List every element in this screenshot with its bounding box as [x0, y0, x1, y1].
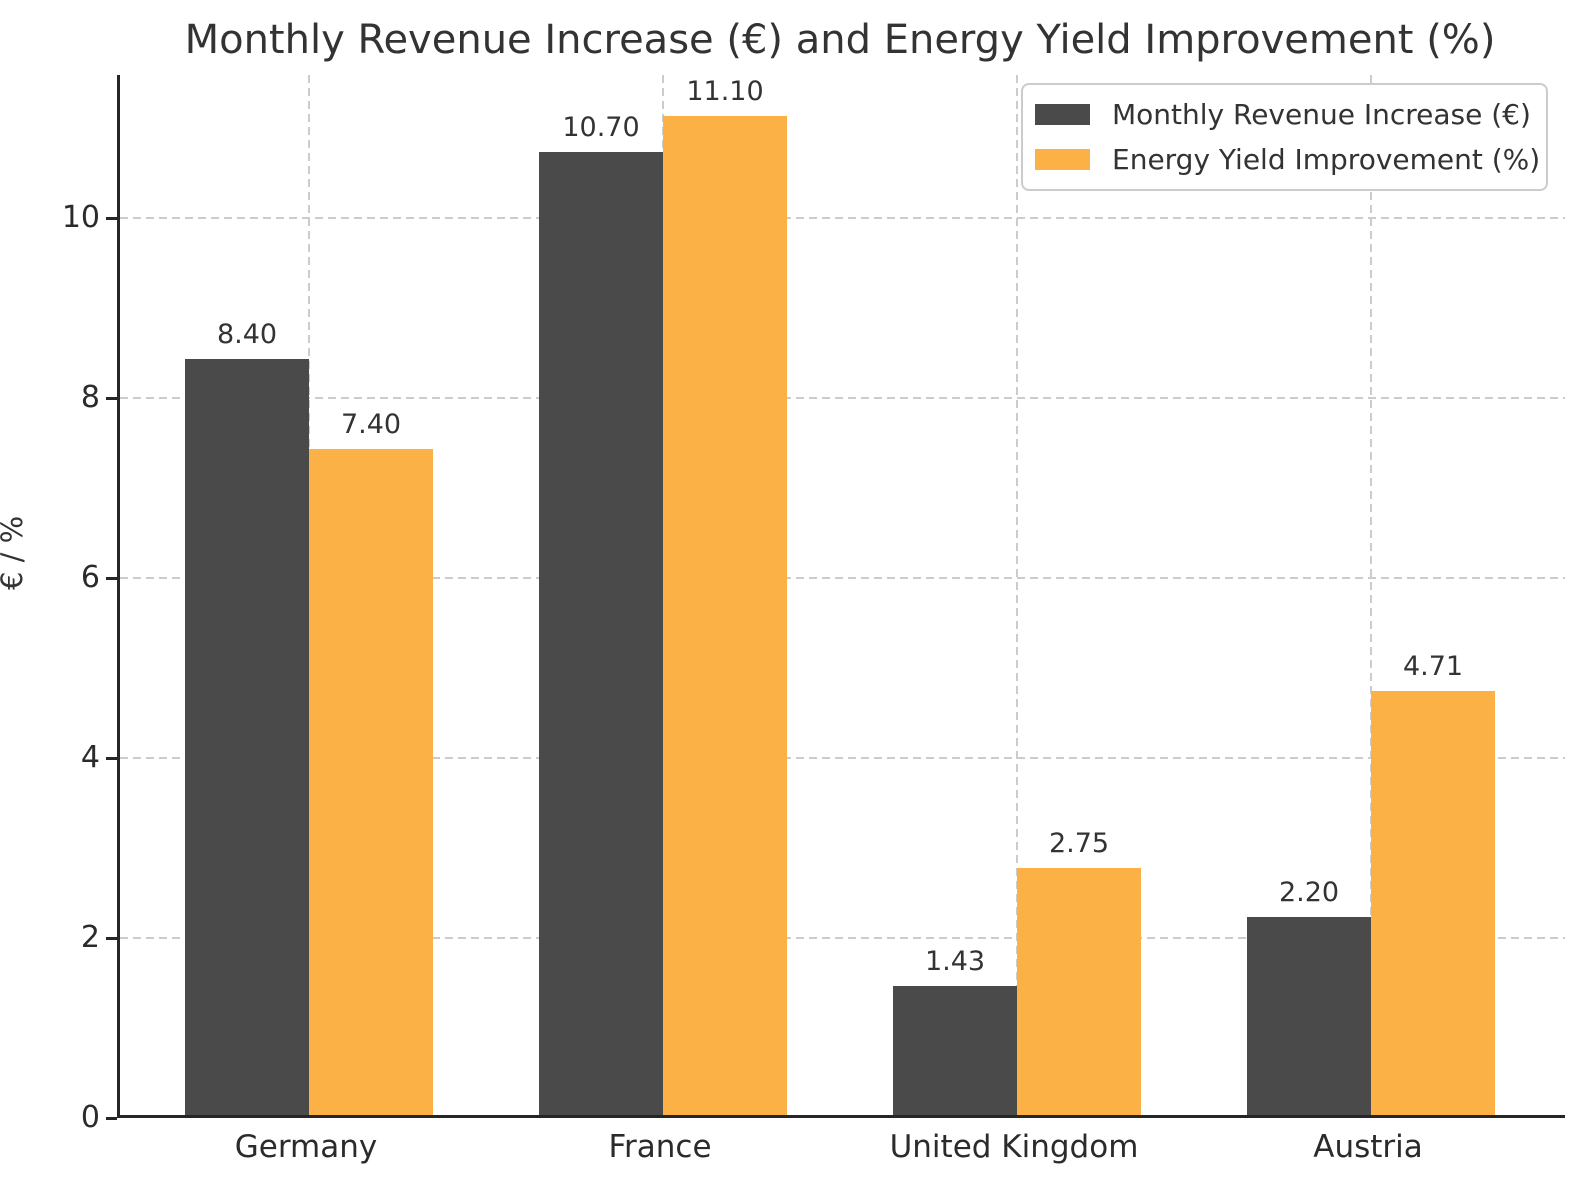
legend: Monthly Revenue Increase (€) Energy Yiel… — [1021, 83, 1548, 191]
y-tick-label: 10 — [61, 200, 100, 236]
h-gridline — [120, 937, 1565, 940]
legend-label-yield: Energy Yield Improvement (%) — [1112, 143, 1541, 176]
y-tick-mark — [106, 1116, 117, 1120]
bar-value-label: 8.40 — [216, 319, 278, 350]
bar-yield-france — [663, 116, 787, 1115]
bar-value-label: 2.75 — [1048, 828, 1110, 859]
x-tick-label-austria: Austria — [1313, 1129, 1423, 1165]
bar-revenue-austria — [1247, 917, 1371, 1115]
legend-label-revenue: Monthly Revenue Increase (€) — [1112, 98, 1531, 131]
bar-value-label: 4.71 — [1402, 651, 1464, 682]
x-tick-label-germany: Germany — [234, 1129, 378, 1165]
bar-value-label: 7.40 — [340, 409, 402, 440]
chart-title: Monthly Revenue Increase (€) and Energy … — [184, 17, 1496, 63]
y-tick-mark — [106, 396, 117, 400]
legend-item-revenue: Monthly Revenue Increase (€) — [1035, 98, 1531, 131]
y-tick-label: 8 — [80, 380, 100, 416]
bar-yield-germany — [309, 449, 433, 1115]
y-tick-mark — [106, 216, 117, 220]
bar-value-label: 2.20 — [1278, 877, 1340, 908]
h-gridline — [120, 217, 1565, 220]
bar-yield-austria — [1371, 691, 1495, 1115]
h-gridline — [120, 577, 1565, 580]
h-gridline — [120, 397, 1565, 400]
y-tick-label: 2 — [80, 920, 100, 956]
h-gridline — [120, 757, 1565, 760]
x-tick-label-france: France — [608, 1129, 712, 1165]
y-tick-label: 6 — [80, 560, 100, 596]
bar-value-label: 1.43 — [924, 946, 986, 977]
bar-revenue-france — [539, 152, 663, 1115]
legend-swatch-yield-icon — [1035, 149, 1090, 170]
bar-revenue-united-kingdom — [893, 986, 1017, 1115]
legend-item-yield: Energy Yield Improvement (%) — [1035, 143, 1540, 176]
bar-value-label: 11.10 — [686, 76, 764, 107]
bar-revenue-germany — [185, 359, 309, 1115]
y-tick-label: 0 — [80, 1100, 100, 1135]
legend-swatch-revenue-icon — [1035, 104, 1090, 125]
v-gridline — [1370, 75, 1372, 1115]
bar-value-label: 10.70 — [562, 112, 640, 143]
x-tick-label-united-kingdom: United Kingdom — [889, 1129, 1139, 1165]
y-tick-mark — [106, 936, 117, 940]
v-gridline — [1016, 75, 1018, 1115]
y-tick-mark — [106, 576, 117, 580]
y-tick-label: 4 — [80, 740, 100, 776]
plot-area: 8.40 10.70 1.43 2.20 7.40 11.10 2.75 4.71 — [117, 75, 1565, 1118]
y-tick-mark — [106, 756, 117, 760]
bar-yield-united-kingdom — [1017, 868, 1141, 1115]
